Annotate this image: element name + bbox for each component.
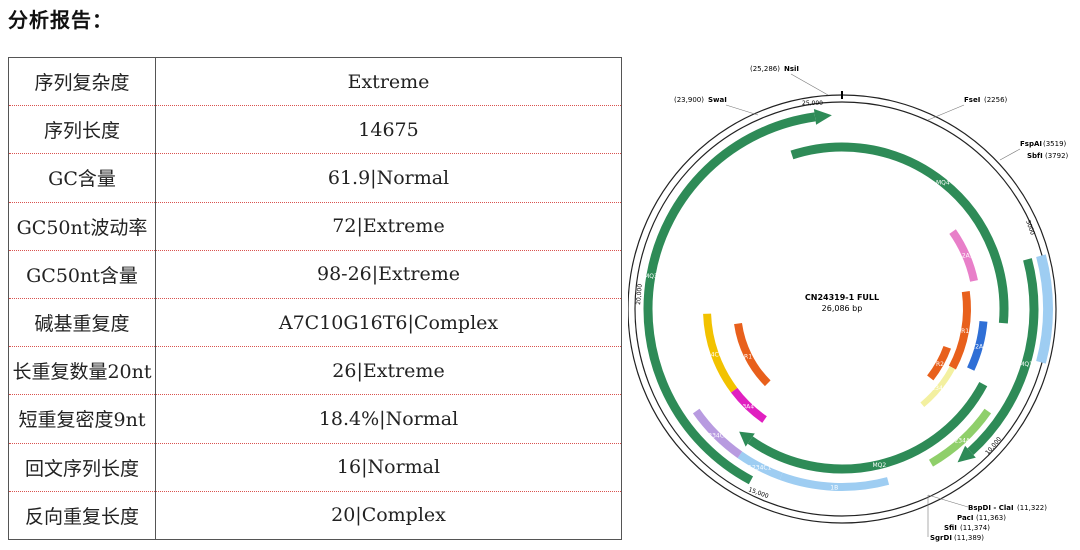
row-label: 回文序列长度 [8,443,156,492]
row-value: Extreme [155,57,622,107]
mq1-highlight [1036,254,1053,364]
site-fsei-name: FseI [964,96,980,104]
table-row: 长重复数量20nt 26|Extreme [8,346,622,396]
row-value: A7C10G16T6|Complex [155,298,622,348]
plasmid-map: MQ3 MQ4 MQ1 MQ2 34C4 3A4 R1 12A1 R1 R2 12A2 1234A3 1… [628,65,1069,542]
mq4-arc [790,142,1009,324]
site-fsei-pos: (2256) [984,96,1008,104]
mq2-arc-label: MQ2 [872,462,886,469]
r-left-arc-label: R1 [744,353,752,360]
row-value: 61.9|Normal [155,153,622,203]
r-right-arc [948,291,971,370]
site-swai-name: SwaI [708,96,727,104]
12a2-arc [967,320,988,371]
1234c1-arc-label: 1234C1 [748,464,771,471]
table-row: 回文序列长度 16|Normal [8,443,622,492]
site-paci-name: PacI [957,514,973,522]
1b-arc [779,472,890,491]
34c4-arc-label: 34C4 [707,352,723,359]
row-value: 98-26|Extreme [155,250,622,299]
site-nsii-pos: (25,286) [750,65,780,73]
r2-right-arc [927,345,952,381]
1234a4-arc [928,408,992,467]
row-label: 短重复密度9nt [8,394,156,444]
site-bspdi-pos: (11,322) [1017,504,1047,512]
mq1-arc [967,258,1039,456]
1234c2-arc [692,408,743,459]
tick-25000: 25,000 [802,100,823,107]
table-row: GC含量 61.9|Normal [8,153,622,203]
site-sbfi-name: SbfI [1027,152,1043,160]
mq3-arc-label: MQ3 [644,273,658,280]
3a4-arc [730,387,767,423]
1234a4-arc-label: 1234A4 [951,438,974,445]
table-row: 反向重复长度 20|Complex [8,491,622,540]
analysis-table: 序列复杂度 Extreme 序列长度 14675 GC含量 61.9|Normal GC50… [8,57,622,540]
site-fspai-name: FspAI [1020,140,1042,148]
site-swai-pos: (23,900) [674,96,704,104]
plasmid-size: 26,086 bp [822,304,863,313]
row-value: 18.4%|Normal [155,394,622,444]
site-sbfi-pos: (3792) [1045,152,1069,160]
row-label: 序列复杂度 [8,57,156,107]
12a1-arc-label: 12A1 [958,253,974,260]
site-sgrdi-name: SgrDI [930,534,952,542]
report-title: 分析报告： [8,8,113,32]
table-row: GC50nt波动率 72|Extreme [8,202,622,251]
1234c2-arc-label: 1234C2 [704,432,727,439]
site-bspdi-name: BspDI - ClaI [968,504,1014,512]
1234c1-arc [737,451,783,481]
3a4-arc-label: 3A4 [742,404,754,411]
site-fspai-pos: (3519) [1043,140,1067,148]
row-label: 反向重复长度 [8,491,156,540]
table-row: 序列长度 14675 [8,105,622,155]
site-sfii-pos: (11,374) [960,524,990,532]
site-nsii-name: NsiI [784,65,799,73]
12a2-arc-label: 12A2 [971,343,987,350]
plasmid-name: CN24319-1 FULL [805,293,879,302]
row-value: 26|Extreme [155,346,622,396]
tick-20000: 20,000 [635,283,644,305]
r-left-arc [734,322,771,387]
row-label: GC50nt波动率 [8,202,156,251]
r2-right-arc-label: R2 [936,361,944,368]
34c4-arc [703,313,738,393]
row-label: 碱基重复度 [8,298,156,348]
row-label: GC50nt含量 [8,250,156,299]
table-row: 短重复密度9nt 18.4%|Normal [8,394,622,444]
mq1-arc-label: MQ1 [1019,361,1033,368]
table-row: GC50nt含量 98-26|Extreme [8,250,622,299]
mq3-arc [643,112,816,485]
row-value: 16|Normal [155,443,622,492]
mq2-arc [747,381,988,474]
row-value: 20|Complex [331,504,446,527]
table-row: 碱基重复度 A7C10G16T6|Complex [8,298,622,348]
12a1-arc [949,229,978,282]
row-value: 72|Extreme [155,202,622,251]
site-paci-pos: (11,363) [976,514,1006,522]
table-row: 序列复杂度 Extreme [8,57,622,107]
1b-arc-label: 1B [830,484,838,491]
row-label: GC含量 [8,153,156,203]
1234a3-arc [920,366,956,408]
site-sfii-name: SfiI [944,524,957,532]
row-value: 14675 [155,105,622,155]
mq3-arrow [813,108,832,125]
mq1-arrow [957,445,976,463]
site-sgrdi-pos: (11,389) [954,534,984,542]
mq4-arc-label: MQ4 [936,180,950,187]
1234a3-arc-label: 1234A3 [928,385,951,392]
row-label: 序列长度 [8,105,156,155]
r-right-arc-label: R1 [961,328,969,335]
row-label: 长重复数量20nt [8,346,156,396]
mq2-arrow [739,431,755,447]
tick-5000: 5000 [1024,219,1036,236]
